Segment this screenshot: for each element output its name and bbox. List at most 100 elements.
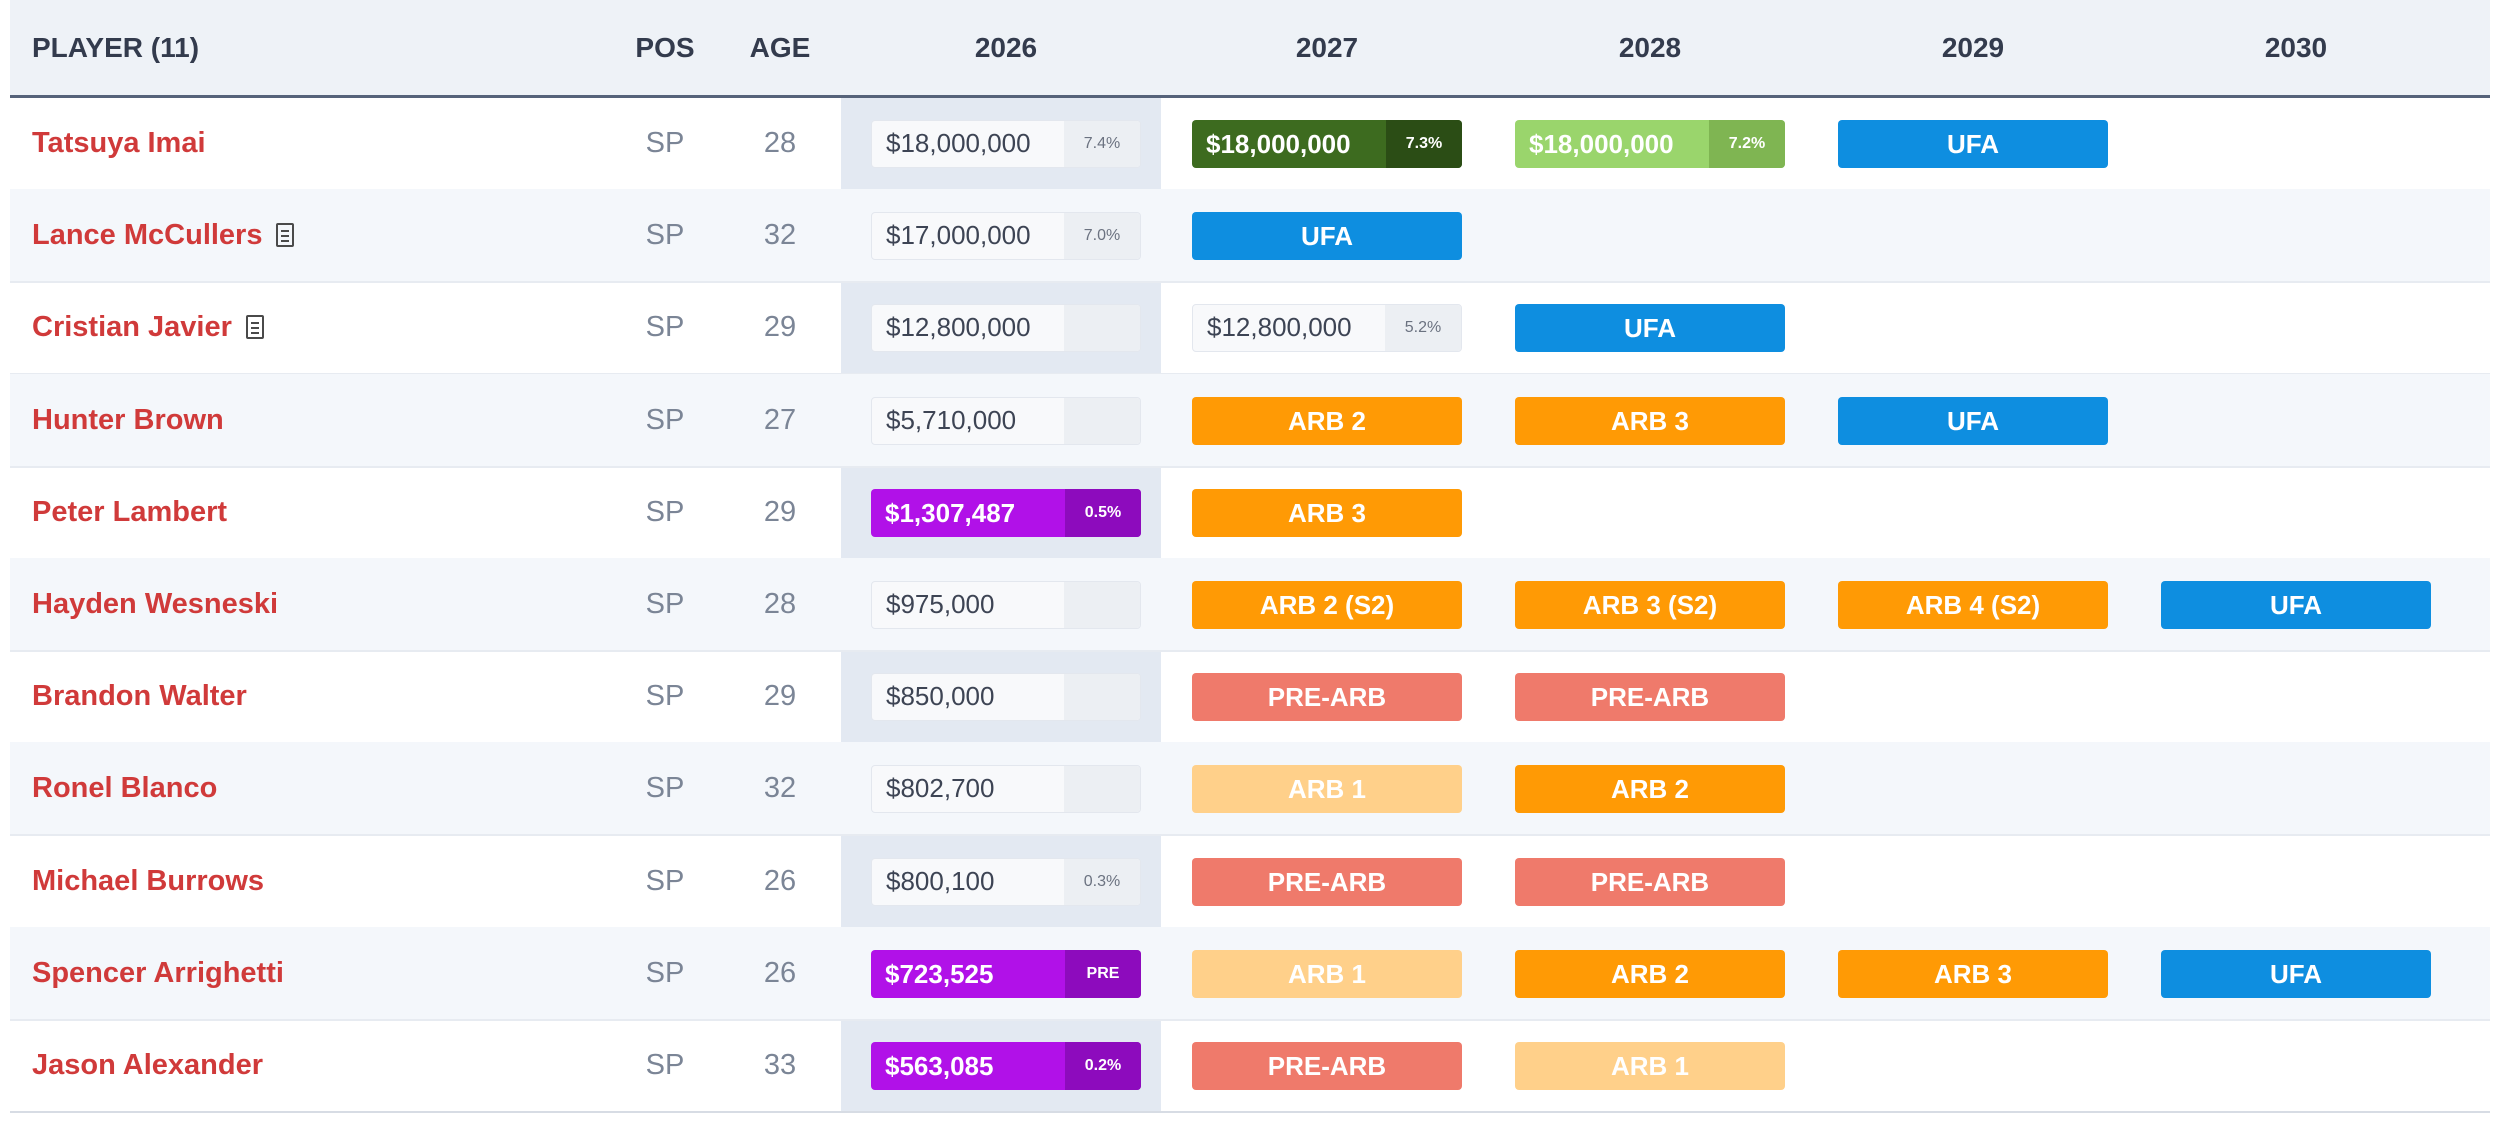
header-year-2029[interactable]: 2029 bbox=[1941, 32, 2005, 63]
status-badge[interactable]: ARB 1 bbox=[1515, 1042, 1785, 1090]
status-badge[interactable]: UFA bbox=[1515, 304, 1785, 353]
status-badge[interactable]: UFA bbox=[1838, 120, 2108, 168]
payroll-percent bbox=[1064, 674, 1140, 721]
status-badge[interactable]: ARB 3 (S2) bbox=[1515, 581, 1785, 629]
contract-note-icon[interactable] bbox=[245, 315, 264, 340]
table-row: Lance McCullers SP 32 $17,000,000 7.0% UFA bbox=[10, 189, 2490, 284]
player-position: SP bbox=[645, 864, 685, 897]
table-header: PLAYER (11) POS AGE 2026 2027 2028 2029 … bbox=[10, 0, 2490, 98]
player-name-link[interactable]: Peter Lambert bbox=[32, 466, 227, 558]
player-position: SP bbox=[645, 956, 685, 989]
status-badge[interactable]: ARB 2 bbox=[1515, 949, 1785, 998]
player-age: 29 bbox=[763, 495, 797, 528]
player-name: Peter Lambert bbox=[32, 495, 228, 528]
status-badge[interactable]: UFA bbox=[2161, 581, 2431, 629]
year-cell-2027: PRE-ARB bbox=[1192, 835, 1512, 927]
header-year-2026[interactable]: 2026 bbox=[974, 32, 1038, 63]
contract-note-icon[interactable] bbox=[276, 223, 295, 248]
table-row: Hayden Wesneski SP 28 $975,000 ARB 2 (S2) ARB… bbox=[10, 558, 2490, 652]
player-age: 32 bbox=[763, 219, 797, 252]
status-badge[interactable]: ARB 1 bbox=[1192, 765, 1462, 814]
status-badge[interactable]: ARB 2 bbox=[1192, 396, 1462, 445]
player-name-link[interactable]: Jason Alexander bbox=[32, 1019, 263, 1111]
status-badge[interactable]: ARB 3 bbox=[1838, 949, 2108, 998]
salary-pill[interactable]: $850,000 bbox=[871, 673, 1141, 722]
player-position: SP bbox=[645, 311, 685, 344]
salary-pill[interactable]: $17,000,000 7.0% bbox=[871, 212, 1141, 261]
status-badge[interactable]: ARB 2 bbox=[1515, 765, 1785, 814]
table-row: Brandon Walter SP 29 $850,000 PRE-ARB PRE-ARB bbox=[10, 650, 2490, 745]
salary-amount: $723,525 bbox=[885, 958, 994, 989]
player-name-link[interactable]: Spencer Arrighetti bbox=[32, 927, 284, 1019]
salary-amount: $12,800,000 bbox=[1207, 312, 1352, 343]
table-row: Michael Burrows SP 26 $800,100 0.3% PRE-ARB PR… bbox=[10, 835, 2490, 929]
payroll-percent bbox=[1064, 766, 1140, 813]
status-badge[interactable]: ARB 3 bbox=[1515, 396, 1785, 445]
player-name-link[interactable]: Hunter Brown bbox=[32, 374, 224, 466]
player-name-link[interactable]: Brandon Walter bbox=[32, 650, 247, 742]
header-age[interactable]: AGE bbox=[749, 32, 811, 63]
year-cell-2027: PRE-ARB bbox=[1192, 650, 1512, 742]
player-age: 26 bbox=[763, 864, 797, 897]
salary-pill[interactable]: $800,100 0.3% bbox=[871, 857, 1141, 906]
salary-pill[interactable]: $12,800,000 bbox=[871, 304, 1141, 353]
payroll-percent bbox=[1064, 582, 1140, 628]
year-cell-2028: PRE-ARB bbox=[1515, 650, 1835, 742]
salary-amount: $17,000,000 bbox=[886, 220, 1031, 251]
table-row: Cristian Javier SP 29 $12,800,000 $12,800,00… bbox=[10, 281, 2490, 376]
status-badge[interactable]: PRE-ARB bbox=[1192, 857, 1462, 906]
year-cell-2026: $1,307,487 0.5% bbox=[871, 466, 1191, 558]
salary-pill[interactable]: $802,700 bbox=[871, 765, 1141, 814]
table-row: Peter Lambert SP 29 $1,307,487 0.5% ARB 3 bbox=[10, 466, 2490, 560]
salary-pill[interactable]: $1,307,487 0.5% bbox=[871, 488, 1141, 537]
salary-pill[interactable]: $723,525 PRE bbox=[871, 949, 1141, 998]
salary-pill[interactable]: $12,800,000 5.2% bbox=[1192, 304, 1462, 353]
salary-pill[interactable]: $563,085 0.2% bbox=[871, 1042, 1141, 1090]
salary-amount: $975,000 bbox=[886, 589, 995, 619]
year-cell-2026: $563,085 0.2% bbox=[871, 1019, 1191, 1111]
table-row: Tatsuya Imai SP 28 $18,000,000 7.4% $18,000,0… bbox=[10, 97, 2490, 191]
status-badge[interactable]: UFA bbox=[1192, 212, 1462, 261]
status-badge[interactable]: ARB 3 bbox=[1192, 488, 1462, 537]
year-cell-2027: PRE-ARB bbox=[1192, 1019, 1512, 1111]
status-badge[interactable]: UFA bbox=[2161, 949, 2431, 998]
status-badge[interactable]: PRE-ARB bbox=[1192, 673, 1462, 722]
player-age: 26 bbox=[763, 956, 797, 989]
player-name-link[interactable]: Lance McCullers bbox=[32, 189, 295, 281]
year-cell-2027: UFA bbox=[1192, 189, 1512, 281]
player-name-link[interactable]: Hayden Wesneski bbox=[32, 558, 278, 650]
payroll-percent bbox=[1064, 305, 1140, 352]
payroll-percent: 7.0% bbox=[1064, 213, 1140, 260]
status-badge[interactable]: ARB 2 (S2) bbox=[1192, 581, 1462, 629]
status-badge[interactable]: PRE-ARB bbox=[1515, 857, 1785, 906]
header-year-2027[interactable]: 2027 bbox=[1295, 32, 1359, 63]
year-cell-2026: $800,100 0.3% bbox=[871, 835, 1191, 927]
salary-pill[interactable]: $18,000,000 7.2% bbox=[1515, 120, 1785, 168]
year-cell-2026: $12,800,000 bbox=[871, 281, 1191, 373]
salary-pill[interactable]: $5,710,000 bbox=[871, 396, 1141, 445]
player-name-link[interactable]: Ronel Blanco bbox=[32, 742, 217, 834]
payroll-percent: 7.3% bbox=[1386, 120, 1462, 168]
header-year-2028[interactable]: 2028 bbox=[1618, 32, 1682, 63]
year-cell-2028: ARB 2 bbox=[1515, 742, 1835, 834]
status-badge[interactable]: ARB 4 (S2) bbox=[1838, 581, 2108, 629]
player-name-link[interactable]: Michael Burrows bbox=[32, 835, 264, 927]
salary-pill[interactable]: $18,000,000 7.3% bbox=[1192, 120, 1462, 168]
player-name-link[interactable]: Cristian Javier bbox=[32, 281, 264, 373]
header-year-2030[interactable]: 2030 bbox=[2264, 32, 2328, 63]
table-bottom-border bbox=[10, 1111, 2490, 1113]
header-player[interactable]: PLAYER (11) bbox=[32, 32, 200, 63]
year-cell-2028: ARB 1 bbox=[1515, 1019, 1835, 1111]
salary-pill[interactable]: $975,000 bbox=[871, 581, 1141, 629]
status-badge[interactable]: PRE-ARB bbox=[1192, 1042, 1462, 1090]
header-pos[interactable]: POS bbox=[635, 32, 695, 63]
year-cell-2029: UFA bbox=[1838, 97, 2158, 189]
salary-pill[interactable]: $18,000,000 7.4% bbox=[871, 120, 1141, 168]
year-cell-2030: UFA bbox=[2161, 927, 2481, 1019]
player-name: Brandon Walter bbox=[32, 680, 247, 713]
status-badge[interactable]: UFA bbox=[1838, 396, 2108, 445]
player-name: Jason Alexander bbox=[32, 1049, 264, 1081]
status-badge[interactable]: PRE-ARB bbox=[1515, 673, 1785, 722]
status-badge[interactable]: ARB 1 bbox=[1192, 949, 1462, 998]
player-name-link[interactable]: Tatsuya Imai bbox=[32, 97, 206, 189]
